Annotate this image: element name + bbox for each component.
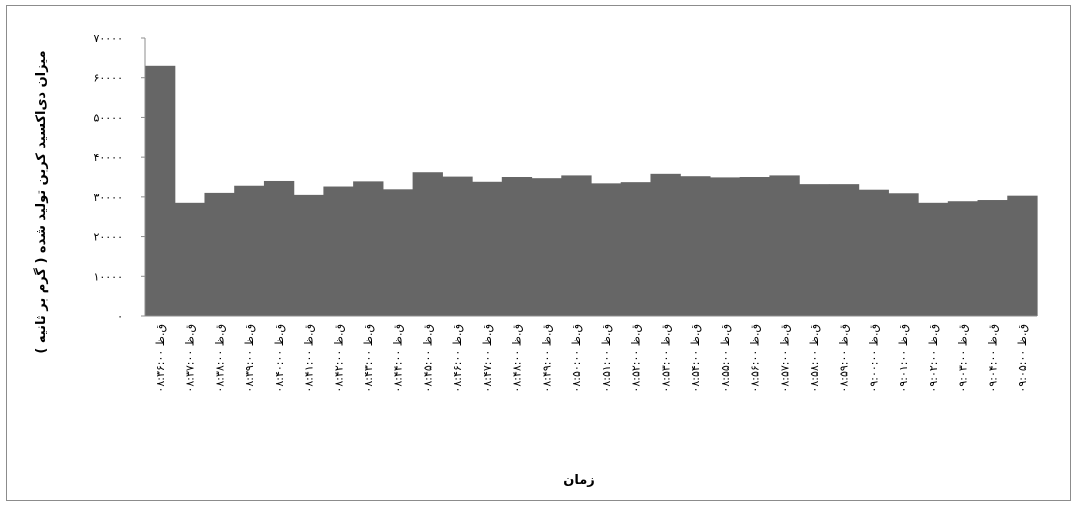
y-ticks-group: ۰ ۱۰۰۰۰ ۲۰۰۰۰ ۳۰۰۰۰ ۴۰۰۰۰ ۵۰۰۰۰ ۶۰۰۰۰ ۷۰۰۰۰ [93, 32, 145, 323]
bar [442, 176, 473, 316]
x-tick-label: ۰۸:۴۷:۰۰ ق.ظ [481, 324, 494, 393]
x-tick-label: ۰۸:۳۹:۰۰ ق.ظ [243, 324, 256, 393]
y-tick-label: ۲۰۰۰۰ [93, 231, 123, 244]
x-tick-label: ۰۸:۵۵:۰۰ ق.ظ [719, 324, 732, 393]
x-tick-label: ۰۸:۴۹:۰۰ ق.ظ [540, 324, 553, 393]
bar [412, 172, 443, 316]
x-tick-label: ۰۸:۴۵:۰۰ ق.ظ [421, 324, 434, 393]
bar [561, 175, 592, 316]
bar [382, 189, 414, 316]
x-tick-label: ۰۸:۴۴:۰۰ ق.ظ [392, 324, 405, 393]
bar [680, 176, 711, 316]
y-axis-title: میزان دی‌اکسید کربن تولید شده ( گرم بر ث… [33, 50, 49, 353]
bar [323, 186, 354, 316]
x-tick-label: ۰۸:۵۳:۰۰ ق.ظ [659, 324, 672, 393]
y-tick-label: ۰ [117, 310, 123, 323]
x-tick-label: ۰۸:۴۲:۰۰ ق.ظ [332, 324, 345, 393]
x-tick-label: ۰۹:۰۴:۰۰ ق.ظ [986, 324, 999, 393]
bar [858, 189, 889, 316]
x-tick-label: ۰۸:۴۱:۰۰ ق.ظ [303, 324, 316, 393]
x-tick-label: ۰۹:۰۱:۰۰ ق.ظ [897, 324, 910, 393]
chart-frame: ۰ ۱۰۰۰۰ ۲۰۰۰۰ ۳۰۰۰۰ ۴۰۰۰۰ ۵۰۰۰۰ ۶۰۰۰۰ ۷۰۰۰۰ ۰۸:… [6, 5, 1071, 501]
bar [293, 194, 324, 316]
bar [531, 178, 562, 316]
y-tick-label: ۳۰۰۰۰ [93, 191, 123, 204]
x-tick-label: ۰۸:۵۰:۰۰ ق.ظ [570, 324, 583, 393]
x-tick-label: ۰۹:۰۰:۰۰ ق.ظ [867, 324, 880, 393]
y-tick-label: ۵۰۰۰۰ [93, 111, 123, 124]
x-tick-label: ۰۸:۳۸:۰۰ ق.ظ [213, 324, 226, 393]
bar [650, 173, 681, 316]
x-tick-label: ۰۸:۴۶:۰۰ ق.ظ [451, 324, 464, 393]
bar [263, 180, 295, 316]
x-ticks-group: ۰۸:۳۶:۰۰ ق.ظ ۰۸:۳۷:۰۰ ق.ظ ۰۸:۳۸:۰۰ ق.ظ ۰۸:۳… [154, 324, 1029, 393]
bar [799, 184, 830, 316]
bar [1007, 195, 1038, 316]
bar [234, 185, 265, 316]
x-tick-label: ۰۸:۴۰:۰۰ ق.ظ [273, 324, 286, 393]
y-tick-label: ۷۰۰۰۰ [93, 32, 123, 45]
x-tick-label: ۰۹:۰۵:۰۰ ق.ظ [1016, 324, 1029, 393]
x-tick-label: ۰۸:۳۷:۰۰ ق.ظ [184, 324, 197, 393]
x-tick-label: ۰۸:۴۳:۰۰ ق.ظ [362, 324, 375, 393]
x-tick-label: ۰۸:۵۶:۰۰ ق.ظ [749, 324, 762, 393]
x-tick-label: ۰۸:۵۴:۰۰ ق.ظ [689, 324, 702, 393]
y-tick-label: ۶۰۰۰۰ [93, 72, 123, 85]
y-tick-label: ۴۰۰۰۰ [93, 151, 123, 164]
bars-group [145, 65, 1038, 316]
x-tick-label: ۰۸:۵۸:۰۰ ق.ظ [808, 324, 821, 393]
bar [591, 183, 622, 316]
bar [739, 177, 770, 316]
bar [501, 177, 533, 316]
x-tick-label: ۰۸:۵۹:۰۰ ق.ظ [838, 324, 851, 393]
bar [977, 200, 1008, 316]
bar [918, 202, 949, 316]
bar-chart: ۰ ۱۰۰۰۰ ۲۰۰۰۰ ۳۰۰۰۰ ۴۰۰۰۰ ۵۰۰۰۰ ۶۰۰۰۰ ۷۰۰۰۰ ۰۸:… [33, 32, 1038, 488]
x-tick-label: ۰۸:۵۱:۰۰ ق.ظ [600, 324, 613, 393]
bar [709, 177, 741, 316]
bar [620, 182, 652, 316]
x-tick-label: ۰۸:۵۲:۰۰ ق.ظ [630, 324, 643, 393]
y-tick-label: ۱۰۰۰۰ [93, 270, 123, 283]
axes-group [144, 38, 1037, 317]
x-tick-label: ۰۸:۴۸:۰۰ ق.ظ [511, 324, 524, 393]
bar [472, 181, 503, 316]
bar [769, 175, 800, 316]
x-tick-label: ۰۹:۰۲:۰۰ ق.ظ [927, 324, 940, 393]
bar [828, 184, 860, 316]
x-tick-label: ۰۸:۳۶:۰۰ ق.ظ [154, 324, 167, 393]
x-tick-label: ۰۹:۰۳:۰۰ ق.ظ [957, 324, 970, 393]
bar [888, 193, 919, 316]
x-tick-label: ۰۸:۵۷:۰۰ ق.ظ [778, 324, 791, 393]
x-axis-title: زمان [563, 473, 595, 488]
bar [204, 192, 235, 316]
bar [145, 65, 176, 316]
bar [174, 202, 206, 316]
bar [947, 201, 979, 316]
bar [353, 181, 384, 316]
